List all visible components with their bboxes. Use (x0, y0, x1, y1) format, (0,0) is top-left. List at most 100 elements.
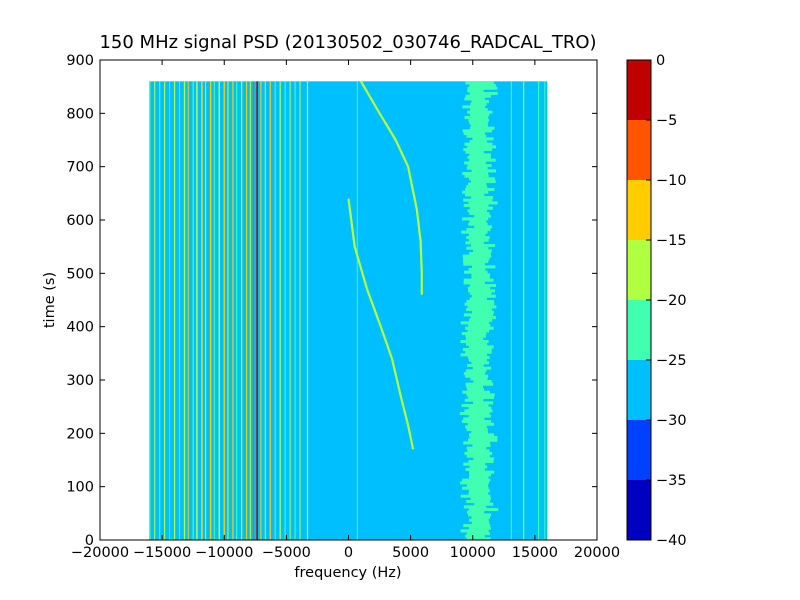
spectral-line (260, 81, 262, 540)
noise-band-segment (465, 326, 494, 330)
noise-band-segment (468, 118, 490, 122)
noise-band-segment (460, 494, 491, 498)
noise-band-segment (463, 372, 485, 376)
noise-band-segment (464, 398, 484, 402)
noise-band-segment (468, 526, 491, 530)
noise-band-segment (463, 313, 494, 317)
noise-band-segment (461, 332, 487, 336)
noise-band-segment (467, 510, 485, 514)
spectral-line (306, 81, 309, 540)
noise-band-segment (463, 278, 494, 282)
noise-band-segment (465, 241, 484, 245)
noise-band-segment (469, 292, 492, 296)
noise-band-segment (466, 185, 488, 189)
x-tick-label: 15000 (512, 545, 558, 561)
noise-band-segment (469, 489, 490, 493)
x-tick-label: −20000 (71, 545, 129, 561)
noise-band-segment (468, 345, 494, 349)
noise-band-segment (471, 273, 491, 277)
noise-band-segment (464, 174, 489, 178)
noise-band-segment (467, 182, 487, 186)
noise-band-segment (462, 478, 491, 482)
noise-band-segment (467, 86, 498, 90)
noise-band-segment (463, 505, 487, 509)
noise-band-segment (459, 412, 490, 416)
spectral-line (289, 81, 291, 540)
x-axis: −20000 −15000 −10000 −5000 0 5000 10000 15000 20… (71, 60, 620, 561)
noise-band-segment (472, 310, 494, 314)
spectral-line (232, 81, 234, 540)
colorbar-tick-label: −20 (656, 293, 687, 309)
noise-band-segment (463, 260, 489, 264)
noise-band-segment (465, 534, 485, 538)
spectral-line (154, 81, 156, 540)
noise-band-segment (463, 204, 489, 208)
noise-band-segment (463, 281, 485, 285)
noise-band-segment (460, 353, 488, 357)
noise-band-segment (465, 188, 495, 192)
spectral-line (294, 81, 296, 540)
noise-band-segment (464, 409, 493, 413)
noise-band-segment (469, 212, 490, 216)
spectral-line (299, 81, 301, 540)
spectral-line (256, 81, 258, 540)
noise-band-segment (467, 422, 495, 426)
noise-band-segment (473, 249, 492, 253)
noise-band-segment (470, 316, 496, 320)
noise-band-segment (465, 382, 494, 386)
noise-band-segment (463, 198, 493, 202)
noise-band-segment (462, 190, 489, 194)
noise-band-segment (469, 158, 496, 162)
noise-band-segment (469, 84, 496, 88)
noise-band-segment (470, 113, 490, 117)
colorbar-tick-label: −30 (656, 413, 687, 429)
noise-band-segment (466, 166, 488, 170)
spectral-line (223, 81, 225, 540)
noise-band-segment (463, 257, 490, 261)
spectral-line (169, 81, 171, 540)
noise-band-segment (463, 262, 485, 266)
spectral-line (279, 81, 281, 540)
noise-band-segment (469, 433, 495, 437)
noise-band-segment (468, 324, 491, 328)
spectral-line (178, 81, 181, 540)
noise-band-segment (468, 289, 496, 293)
colorbar-tick-label: −35 (656, 473, 687, 489)
noise-band-segment (474, 214, 492, 218)
noise-band-segment (462, 172, 489, 176)
noise-band-segment (474, 225, 493, 229)
noise-band-segment (466, 532, 490, 536)
noise-band-segment (467, 164, 492, 168)
noise-band-segment (464, 97, 485, 101)
noise-band-segment (464, 452, 493, 456)
y-tick-label: 100 (66, 480, 94, 496)
noise-band-segment (469, 297, 488, 301)
noise-band-segment (471, 100, 490, 104)
noise-band-segment (463, 462, 486, 466)
colorbar-tick-label: −25 (656, 353, 687, 369)
noise-band-segment (464, 161, 486, 165)
spectral-line (284, 81, 286, 540)
colorbar-tick-label: −5 (656, 113, 677, 129)
noise-band-segment (471, 521, 490, 525)
noise-band-segment (471, 294, 496, 298)
y-tick-label: 400 (66, 320, 94, 336)
noise-band-segment (466, 393, 495, 397)
noise-band-segment (465, 334, 486, 338)
noise-band-segment (465, 468, 485, 472)
noise-band-segment (467, 110, 493, 114)
noise-band-segment (460, 321, 490, 325)
noise-band-segment (470, 377, 488, 381)
noise-band-segment (466, 428, 488, 432)
noise-band-segment (474, 502, 494, 506)
y-axis-label: time (s) (42, 272, 58, 328)
noise-band-segment (470, 102, 487, 106)
noise-band-segment (469, 121, 488, 125)
noise-band-segment (467, 364, 484, 368)
y-tick-label: 0 (85, 533, 94, 549)
noise-band-segment (460, 340, 489, 344)
noise-band-segment (468, 414, 492, 418)
noise-band-segment (468, 396, 495, 400)
noise-band-segment (469, 126, 495, 130)
colorbar-segment (627, 120, 651, 180)
